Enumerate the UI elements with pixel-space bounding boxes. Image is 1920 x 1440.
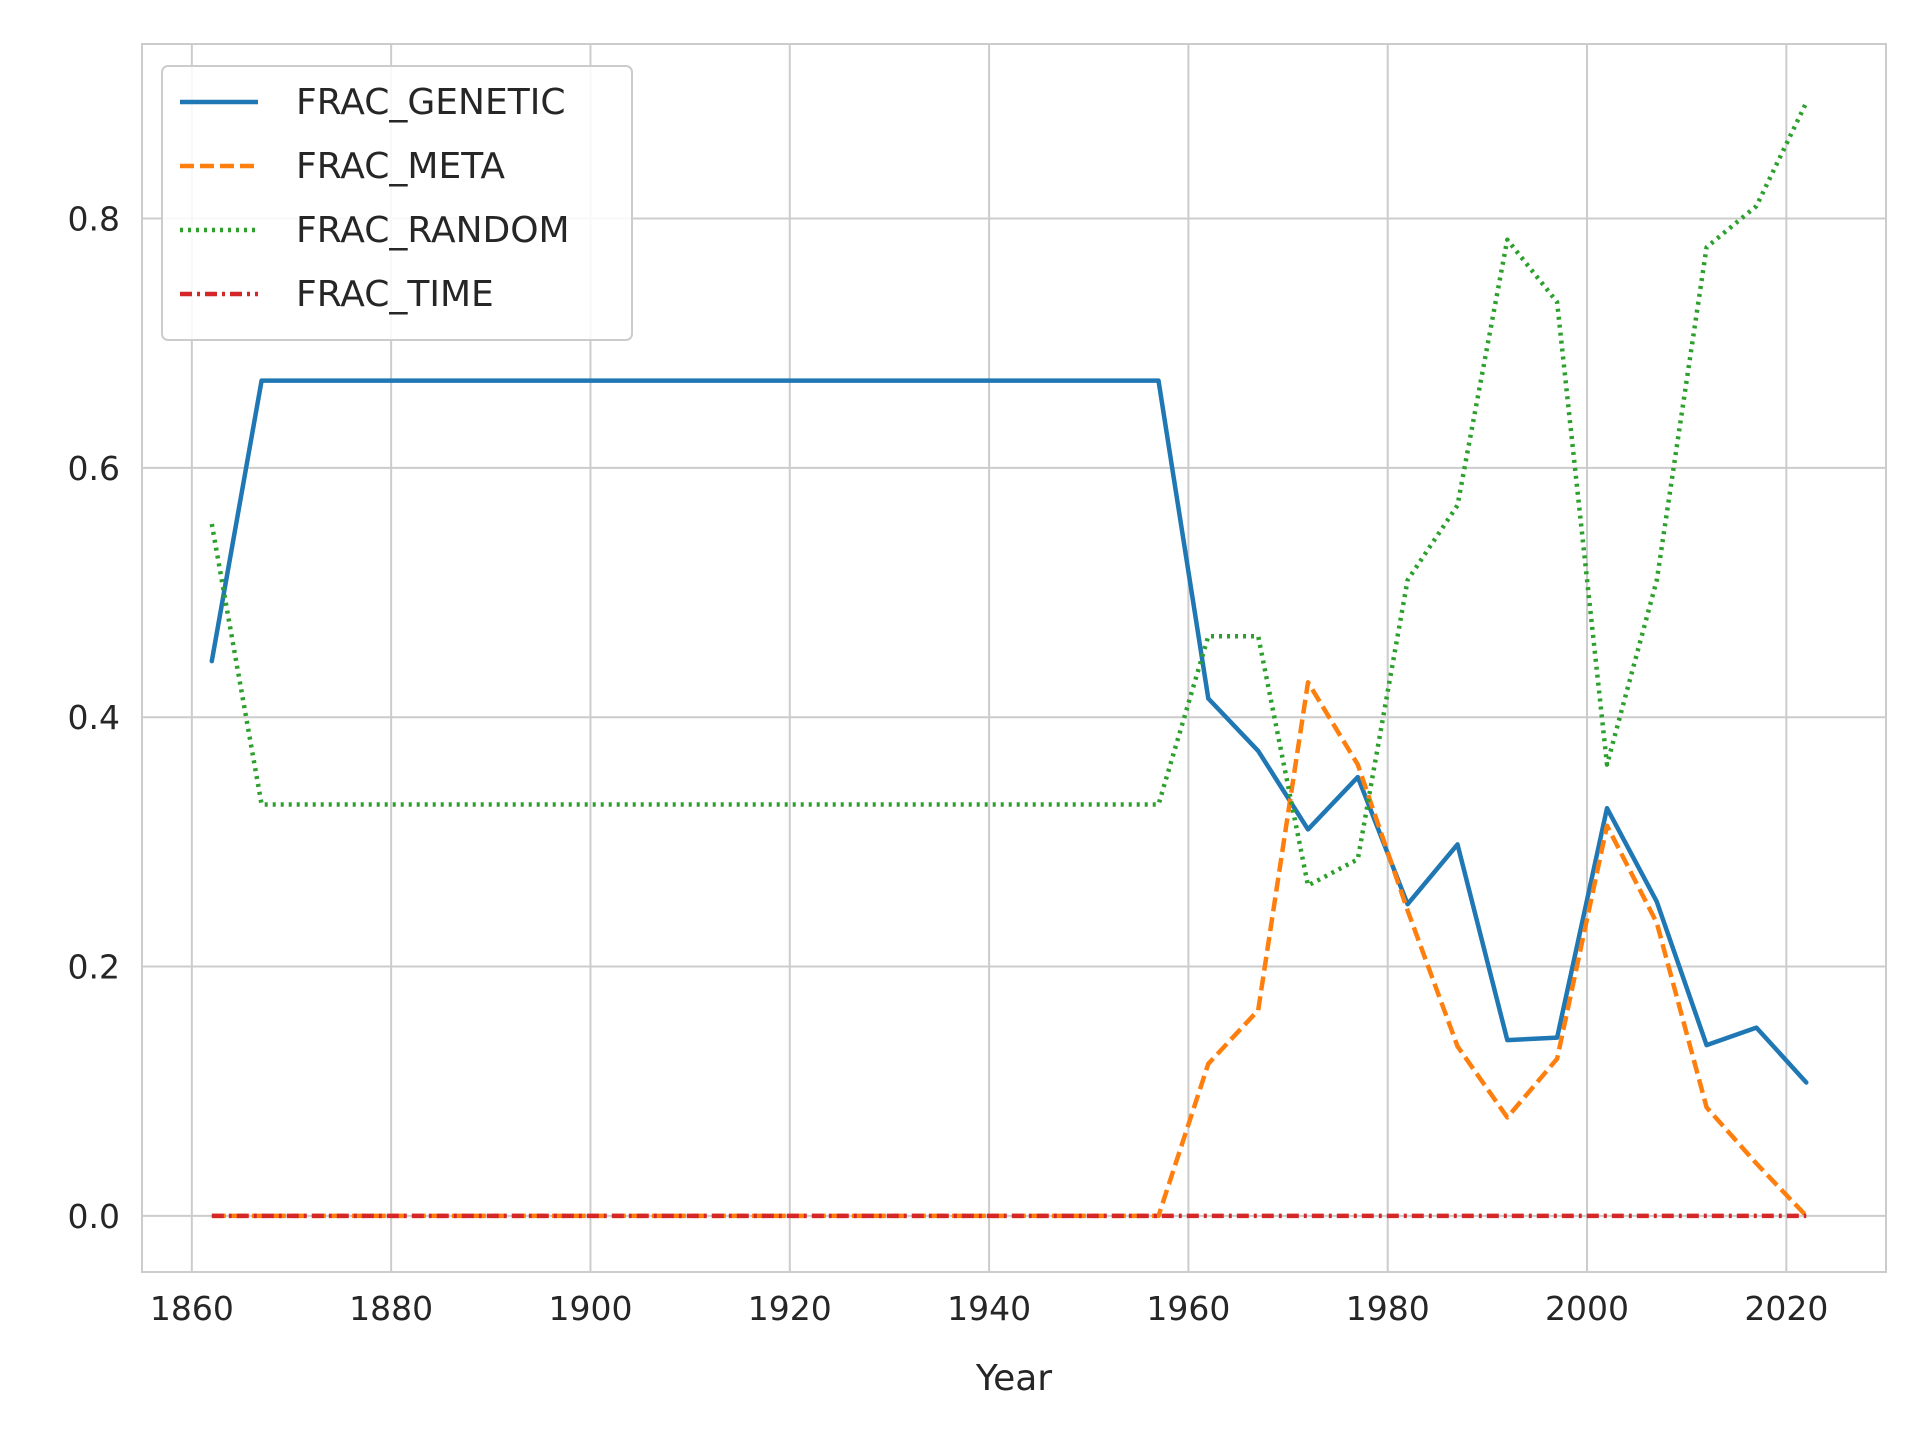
x-tick-label: 1960: [1146, 1289, 1230, 1328]
legend-label: FRAC_RANDOM: [296, 210, 570, 251]
x-axis-title: Year: [975, 1358, 1052, 1399]
y-tick-label: 0.2: [68, 948, 120, 987]
x-axis-ticks: 1860 1880 1900 1920 1940 1960 1980 2000 2020: [150, 1289, 1828, 1328]
x-tick-label: 1900: [548, 1289, 632, 1328]
x-tick-label: 2000: [1545, 1289, 1629, 1328]
legend-label: FRAC_GENETIC: [296, 82, 565, 123]
x-tick-label: 1860: [150, 1289, 234, 1328]
grid: [142, 44, 1886, 1272]
x-tick-label: 1940: [947, 1289, 1031, 1328]
x-tick-label: 2020: [1744, 1289, 1828, 1328]
legend-label: FRAC_TIME: [296, 274, 494, 315]
series-line-frac-genetic: [209, 378, 1809, 1085]
y-tick-label: 0.4: [68, 698, 120, 737]
legend-frame: [161, 65, 633, 341]
x-tick-label: 1880: [349, 1289, 433, 1328]
x-tick-label: 1980: [1346, 1289, 1430, 1328]
legend-label: FRAC_META: [296, 146, 505, 187]
y-tick-label: 0.6: [68, 449, 120, 488]
series-line-frac-random: [209, 101, 1809, 888]
y-tick-label: 0.0: [68, 1197, 120, 1236]
legend: FRAC_GENETIC FRAC_META FRAC_RANDOM FRAC_TIM…: [161, 65, 633, 341]
series-line-frac-meta: [211, 680, 1808, 1219]
y-tick-label: 0.8: [68, 200, 120, 239]
x-tick-label: 1920: [748, 1289, 832, 1328]
plot-frame: [141, 43, 1887, 1273]
plot-area: [209, 101, 1809, 1219]
y-axis-ticks: 0.0 0.2 0.4 0.6 0.8: [68, 200, 120, 1236]
